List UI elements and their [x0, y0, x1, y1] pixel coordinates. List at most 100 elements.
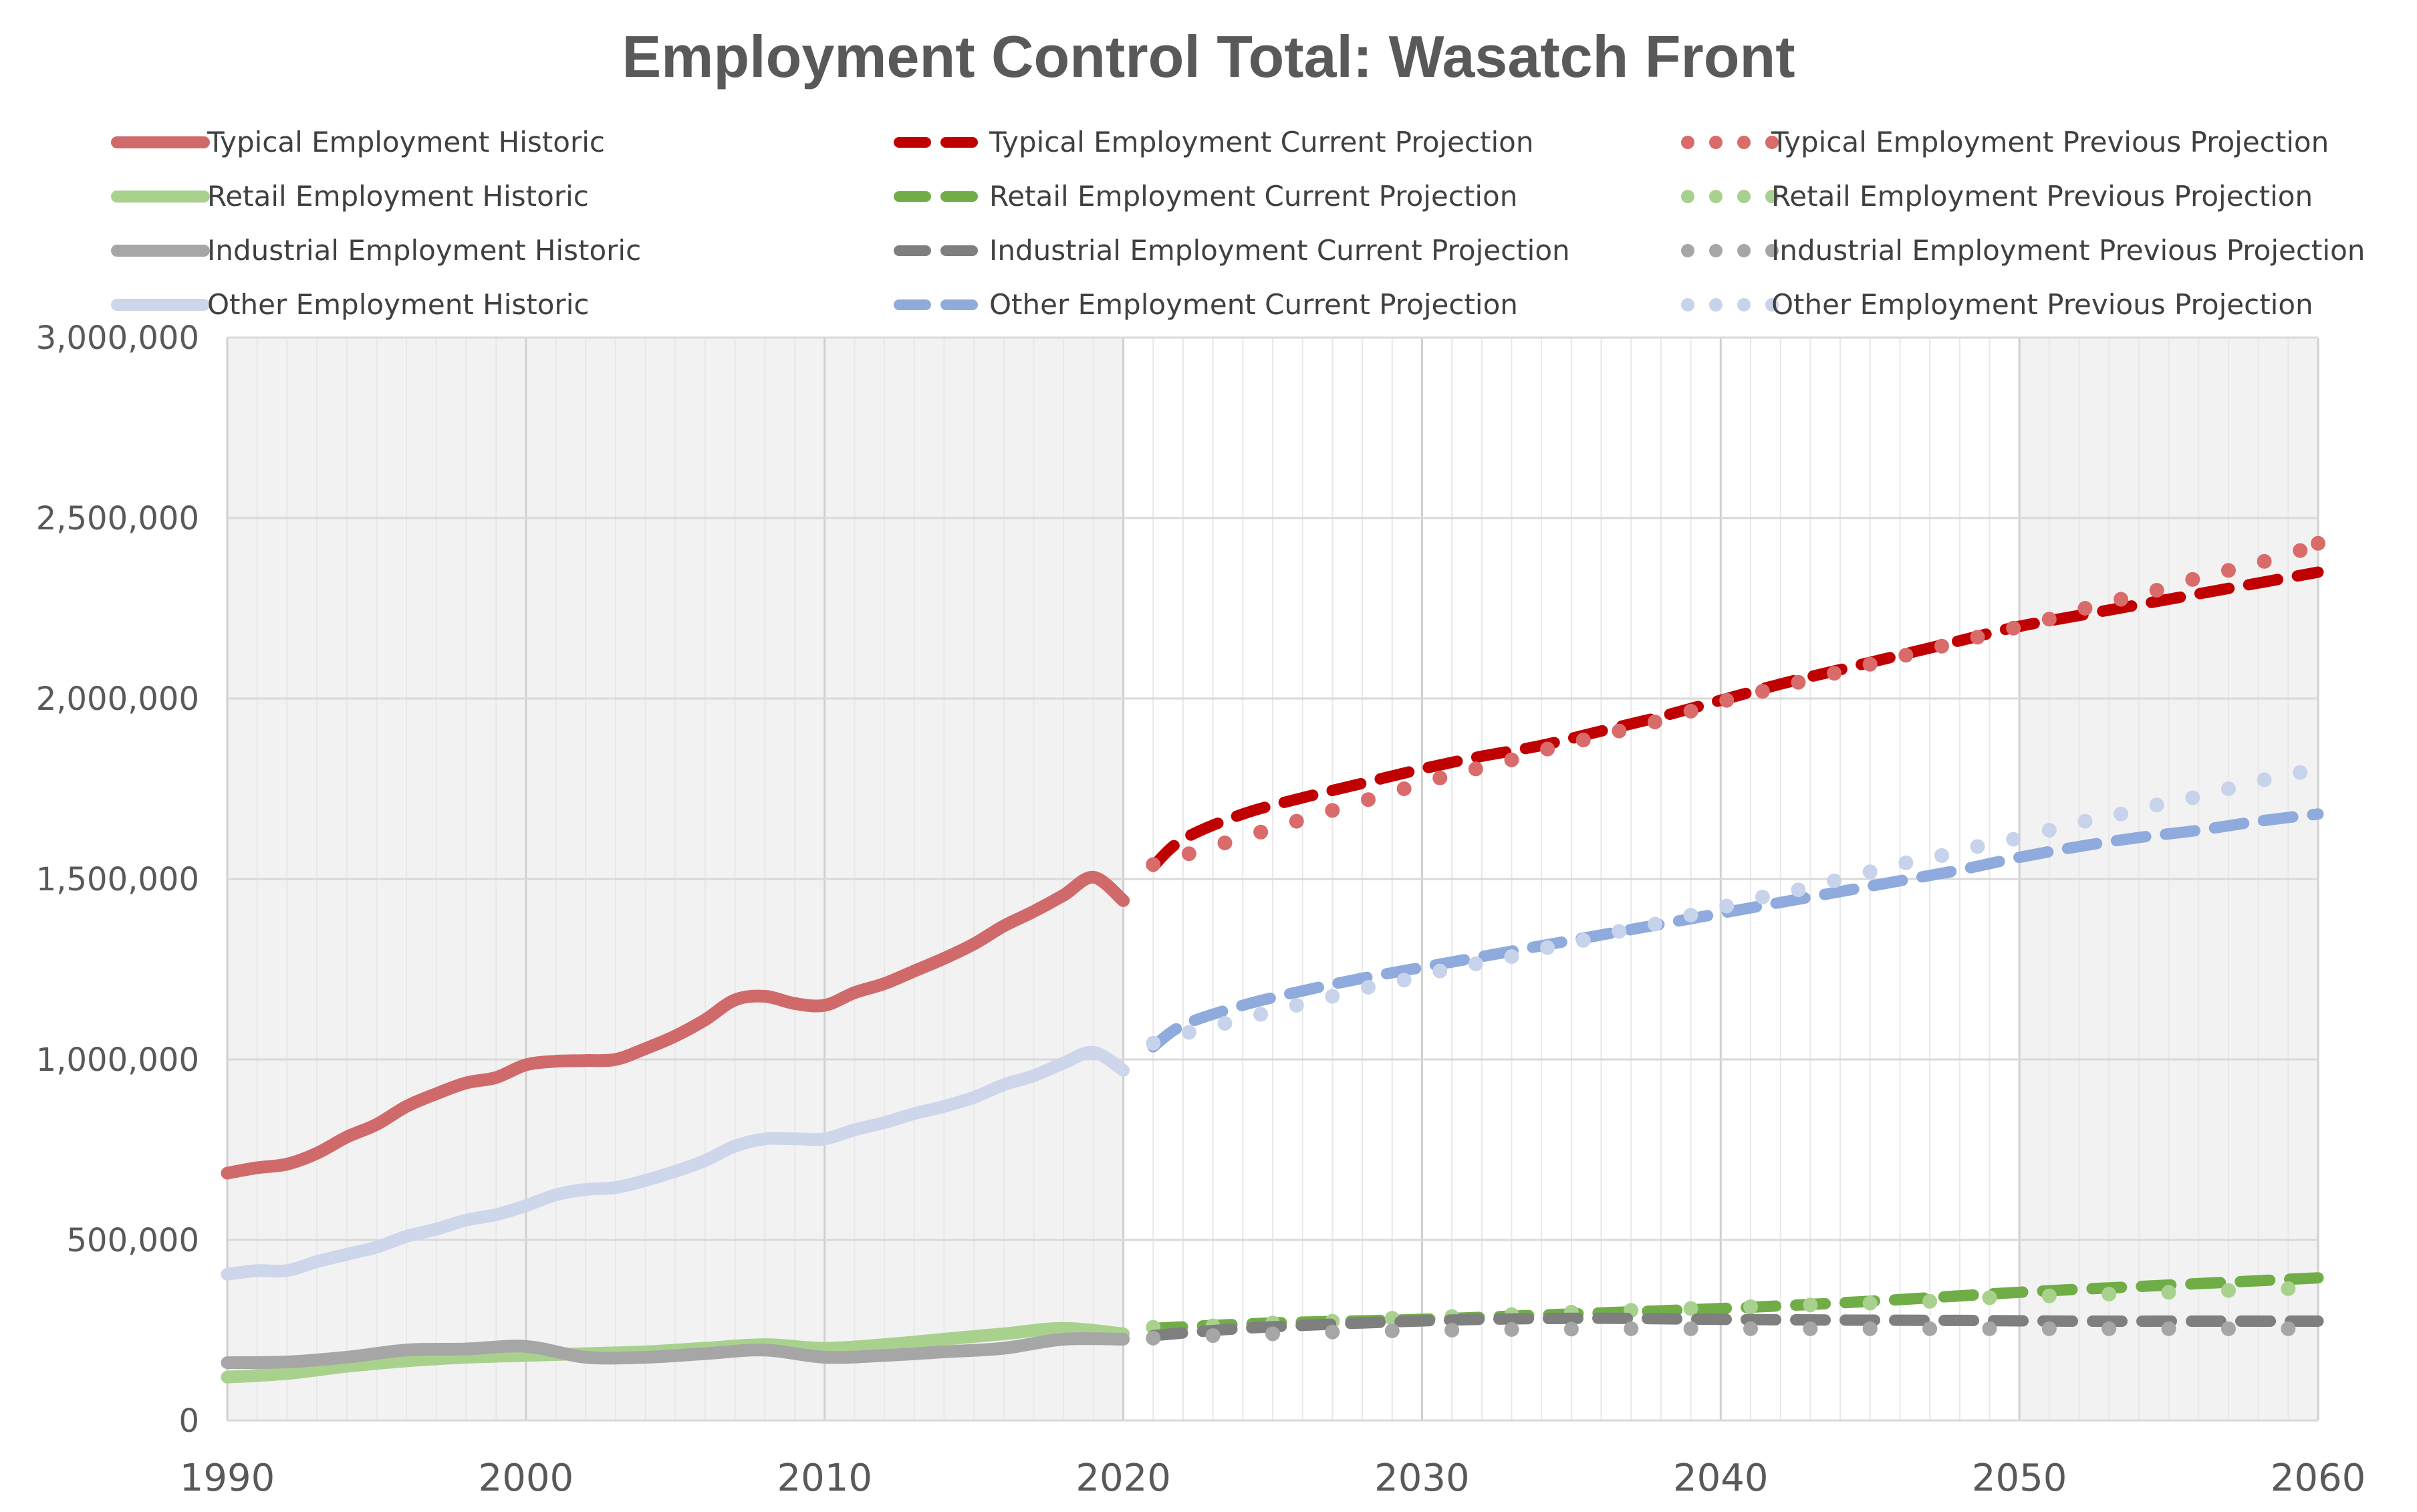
legend: Typical Employment Historic Typical Emplo… — [111, 126, 2365, 321]
retail-employment-previous-projection-point — [2041, 1288, 2057, 1303]
x-tick-label: 2030 — [1374, 1457, 1470, 1500]
x-tick-label: 2050 — [1972, 1457, 2067, 1500]
other-employment-previous-projection-point — [1540, 940, 1555, 955]
typical-employment-previous-projection-point — [2041, 612, 2057, 627]
retail-employment-previous-projection-point — [2161, 1285, 2176, 1300]
typical-employment-previous-projection-series — [1146, 535, 2325, 872]
other-employment-previous-projection-point — [2149, 797, 2164, 813]
typical-employment-previous-projection-point — [1898, 648, 1914, 663]
typical-employment-previous-projection-point — [1862, 656, 1878, 672]
other-employment-previous-projection-point — [2077, 813, 2093, 829]
other-employment-previous-projection-point — [1970, 839, 1985, 854]
industrial-employment-previous-projection-point — [1444, 1323, 1460, 1338]
other-employment-previous-projection-point — [2185, 790, 2200, 805]
typical-employment-previous-projection-point — [1791, 674, 1806, 690]
legend-label: Typical Employment Previous Projection — [1771, 126, 2329, 158]
typical-employment-previous-projection-point — [1540, 741, 1555, 757]
other-employment-previous-projection-point — [1791, 882, 1806, 898]
industrial-employment-previous-projection-point — [1504, 1321, 1519, 1337]
legend-swatch-dot — [1765, 244, 1779, 257]
retail-employment-previous-projection-point — [2220, 1283, 2236, 1298]
legend-swatch-dot — [1765, 136, 1779, 149]
industrial-employment-previous-projection-point — [2041, 1321, 2057, 1336]
other-employment-previous-projection-point — [2257, 772, 2272, 787]
other-employment-previous-projection-point — [1253, 1007, 1269, 1022]
legend-item-industrial-employment-historic: Industrial Employment Historic — [111, 234, 641, 267]
typical-employment-previous-projection-point — [1647, 715, 1662, 730]
retail-employment-previous-projection-point — [2102, 1287, 2117, 1301]
industrial-employment-previous-projection-point — [1982, 1321, 1997, 1336]
typical-employment-previous-projection-point — [2293, 543, 2308, 558]
legend-label: Industrial Employment Previous Projectio… — [1771, 234, 2365, 267]
legend-swatch-dot — [1709, 244, 1723, 257]
x-tick-label: 1990 — [180, 1457, 275, 1500]
typical-employment-previous-projection-point — [1827, 666, 1842, 681]
industrial-employment-historic-line — [221, 1332, 1130, 1370]
typical-employment-previous-projection-point — [2220, 563, 2236, 578]
x-tick-label: 2020 — [1075, 1457, 1171, 1500]
x-tick-label: 2040 — [1673, 1457, 1769, 1500]
y-tick-label: 2,500,000 — [36, 500, 199, 537]
chart-title: Employment Control Total: Wasatch Front — [622, 23, 1795, 90]
other-employment-previous-projection-point — [1504, 949, 1519, 965]
other-employment-historic-line — [221, 1045, 1130, 1281]
typical-employment-previous-projection-point — [1181, 846, 1196, 862]
legend-item-retail-employment-historic: Retail Employment Historic — [111, 180, 589, 213]
x-tick-label: 2010 — [777, 1457, 872, 1500]
industrial-employment-previous-projection-point — [1265, 1326, 1280, 1342]
typical-employment-historic-line — [221, 870, 1130, 1180]
other-employment-previous-projection-point — [1289, 998, 1304, 1013]
industrial-employment-previous-projection-point — [1683, 1321, 1698, 1336]
retail-employment-previous-projection-point — [1803, 1297, 1818, 1313]
legend-item-industrial-employment-current-projection: Industrial Employment Current Projection — [894, 234, 1570, 267]
industrial-employment-previous-projection-point — [1384, 1324, 1400, 1339]
other-employment-previous-projection-point — [2006, 832, 2021, 847]
typical-employment-previous-projection-point — [1289, 813, 1304, 829]
y-tick-label: 3,000,000 — [36, 320, 199, 357]
industrial-employment-previous-projection-point — [1862, 1321, 1878, 1336]
other-employment-previous-projection-point — [2293, 765, 2308, 780]
x-tick-label: 2060 — [2271, 1457, 2366, 1500]
legend-label: Typical Employment Current Projection — [989, 126, 1533, 158]
y-tick-label: 1,500,000 — [36, 861, 199, 898]
typical-employment-previous-projection-point — [1612, 723, 1627, 739]
typical-employment-previous-projection-point — [2149, 583, 2164, 598]
retail-employment-previous-projection-point — [1862, 1295, 1878, 1311]
other-employment-previous-projection-point — [1396, 973, 1412, 988]
legend-swatch-dot — [1709, 136, 1723, 149]
legend-item-typical-employment-previous-projection: Typical Employment Previous Projection — [1681, 126, 2329, 158]
retail-employment-previous-projection-point — [1922, 1293, 1938, 1309]
industrial-employment-previous-projection-point — [2161, 1321, 2176, 1336]
typical-employment-previous-projection-point — [1325, 803, 1340, 818]
industrial-employment-previous-projection-point — [1743, 1321, 1758, 1336]
typical-employment-previous-projection-point — [1146, 857, 1161, 872]
other-employment-previous-projection-point — [1325, 989, 1340, 1004]
typical-employment-previous-projection-point — [1719, 692, 1735, 708]
other-employment-previous-projection-point — [1146, 1035, 1161, 1051]
other-employment-previous-projection-point — [1575, 932, 1591, 948]
other-employment-previous-projection-point — [2114, 806, 2129, 822]
legend-label: Retail Employment Previous Projection — [1771, 180, 2313, 213]
industrial-employment-current-projection-line — [1147, 1312, 2324, 1342]
legend-item-typical-employment-historic: Typical Employment Historic — [111, 126, 605, 158]
other-employment-previous-projection-point — [1862, 864, 1878, 880]
typical-employment-previous-projection-point — [1432, 770, 1448, 785]
industrial-employment-previous-projection-point — [1325, 1324, 1340, 1340]
legend-swatch-dot — [1737, 136, 1751, 149]
series-layer — [221, 535, 2325, 1384]
typical-employment-previous-projection-point — [2006, 620, 2021, 636]
legend-item-other-employment-previous-projection: Other Employment Previous Projection — [1681, 288, 2313, 321]
typical-employment-previous-projection-point — [1217, 836, 1233, 850]
retail-employment-previous-projection-point — [2281, 1281, 2296, 1296]
other-employment-previous-projection-point — [1719, 898, 1735, 914]
legend-swatch-dot — [1681, 298, 1694, 311]
other-employment-previous-projection-point — [1934, 848, 1949, 863]
legend-label: Industrial Employment Historic — [207, 234, 641, 267]
legend-label: Other Employment Previous Projection — [1771, 288, 2313, 321]
typical-employment-previous-projection-point — [1575, 733, 1591, 748]
industrial-employment-previous-projection-point — [1624, 1321, 1639, 1336]
legend-item-retail-employment-previous-projection: Retail Employment Previous Projection — [1681, 180, 2313, 213]
legend-swatch-dot — [1765, 190, 1779, 203]
legend-label: Industrial Employment Current Projection — [989, 234, 1570, 267]
